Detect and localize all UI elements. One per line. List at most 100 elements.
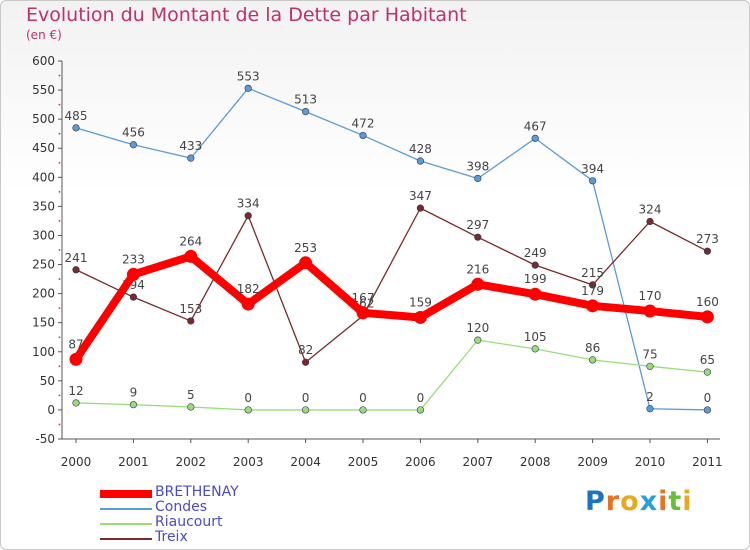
series-line-brethenay (72, 252, 712, 364)
data-point-treix (531, 261, 539, 269)
x-tick-label: 2006 (405, 455, 436, 469)
data-label-condes: 433 (179, 139, 202, 153)
data-point-brethenay (413, 310, 427, 324)
data-point-treix (703, 247, 712, 255)
logo-letter: x (639, 486, 659, 517)
data-label-brethenay: 170 (639, 289, 662, 303)
data-label-condes: 456 (122, 126, 145, 140)
data-point-condes (416, 157, 425, 165)
x-tick-label: 2011 (692, 455, 723, 469)
legend-swatch (100, 508, 152, 510)
data-point-treix (416, 204, 425, 212)
x-tick-label: 2001 (118, 455, 149, 469)
x-tick-label: 2008 (520, 455, 551, 469)
data-point-riaucourt (588, 356, 597, 364)
y-minor-tick (58, 365, 61, 368)
data-point-brethenay (586, 299, 600, 313)
y-minor-tick (58, 336, 61, 339)
data-label-riaucourt: 105 (524, 330, 547, 344)
y-minor-tick (58, 249, 61, 251)
data-point-riaucourt (703, 368, 712, 376)
data-point-riaucourt (646, 362, 654, 370)
data-label-brethenay: 167 (352, 291, 375, 305)
y-tick-label: 350 (32, 199, 55, 213)
data-label-riaucourt: 5 (187, 388, 195, 402)
legend-item: BRETHENAY (100, 484, 350, 501)
legend-swatch (100, 538, 152, 540)
data-point-condes (531, 134, 539, 142)
data-point-treix (474, 233, 482, 241)
data-point-condes (302, 107, 310, 116)
data-point-riaucourt (129, 401, 137, 409)
data-point-condes (703, 406, 712, 414)
data-label-brethenay: 160 (696, 295, 719, 309)
y-tick-label: 250 (32, 258, 55, 272)
data-label-treix: 324 (639, 203, 662, 217)
logo-letter: i (658, 486, 669, 517)
y-tick-label: -50 (35, 432, 55, 446)
legend-swatch (100, 523, 152, 525)
y-minor-tick (58, 423, 61, 426)
data-label-riaucourt: 120 (466, 321, 489, 335)
data-label-brethenay: 253 (294, 241, 317, 255)
data-point-riaucourt (474, 336, 482, 344)
data-point-brethenay (643, 304, 657, 318)
data-label-condes: 2 (646, 390, 654, 404)
legend-swatch (100, 490, 152, 498)
data-point-brethenay (471, 277, 485, 291)
data-label-brethenay: 179 (581, 284, 604, 298)
data-point-treix (588, 281, 597, 289)
proxiti-logo: Proxiti (585, 486, 693, 517)
data-label-treix: 215 (581, 266, 604, 280)
data-point-condes (187, 154, 195, 162)
y-tick-label: 600 (32, 54, 55, 68)
data-label-brethenay: 233 (122, 252, 145, 266)
data-label-riaucourt: 0 (302, 391, 310, 405)
data-point-treix (129, 293, 137, 301)
data-point-brethenay (184, 249, 198, 263)
data-point-riaucourt (302, 406, 310, 414)
x-tick-label: 2010 (635, 455, 666, 469)
data-label-treix: 273 (696, 232, 719, 246)
data-point-riaucourt (416, 406, 425, 414)
series-line-condes (75, 87, 709, 411)
data-label-condes: 394 (581, 162, 604, 176)
data-point-treix (187, 317, 195, 325)
x-tick-label: 2009 (577, 455, 608, 469)
y-minor-tick (58, 74, 61, 77)
data-point-riaucourt (359, 406, 367, 414)
data-label-treix: 241 (65, 251, 88, 265)
data-point-riaucourt (72, 399, 80, 407)
data-point-brethenay (700, 310, 714, 324)
legend: BRETHENAY Condes Riaucourt Treix (100, 484, 350, 546)
legend-label: BRETHENAY (155, 484, 239, 500)
data-label-treix: 297 (466, 218, 489, 232)
x-tick-label: 2005 (348, 455, 379, 469)
data-label-brethenay: 87 (68, 337, 83, 351)
y-tick-label: 50 (40, 374, 55, 388)
y-minor-tick (58, 132, 61, 135)
data-label-condes: 428 (409, 142, 432, 156)
data-point-treix (646, 217, 654, 226)
logo-letter: i (682, 486, 693, 517)
x-tick-label: 2004 (290, 455, 321, 469)
data-point-riaucourt (244, 406, 252, 414)
legend-label: Condes (155, 499, 208, 515)
data-label-condes: 398 (466, 159, 489, 173)
y-minor-tick (58, 220, 61, 222)
data-label-riaucourt: 0 (417, 391, 425, 405)
data-label-riaucourt: 9 (130, 386, 138, 400)
data-label-condes: 0 (704, 391, 712, 405)
data-point-riaucourt (531, 345, 539, 353)
data-point-brethenay (69, 352, 83, 366)
y-minor-tick (58, 161, 61, 164)
data-label-condes: 553 (237, 69, 260, 83)
data-label-brethenay: 199 (524, 272, 547, 286)
data-point-brethenay (126, 267, 140, 281)
series-line-riaucourt (75, 339, 709, 411)
y-minor-tick (58, 103, 61, 106)
data-label-riaucourt: 86 (585, 341, 600, 355)
data-point-condes (129, 141, 137, 149)
data-label-riaucourt: 0 (244, 391, 252, 405)
y-tick-label: 300 (32, 228, 55, 242)
